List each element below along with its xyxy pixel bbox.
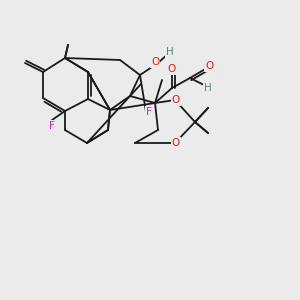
Text: F: F <box>49 121 55 131</box>
Text: O: O <box>151 57 159 67</box>
Text: H: H <box>204 83 212 93</box>
Text: O: O <box>172 95 180 105</box>
Text: F: F <box>146 107 152 117</box>
Text: H: H <box>166 47 174 57</box>
Text: O: O <box>205 61 213 71</box>
Text: O: O <box>168 64 176 74</box>
Text: O: O <box>172 138 180 148</box>
